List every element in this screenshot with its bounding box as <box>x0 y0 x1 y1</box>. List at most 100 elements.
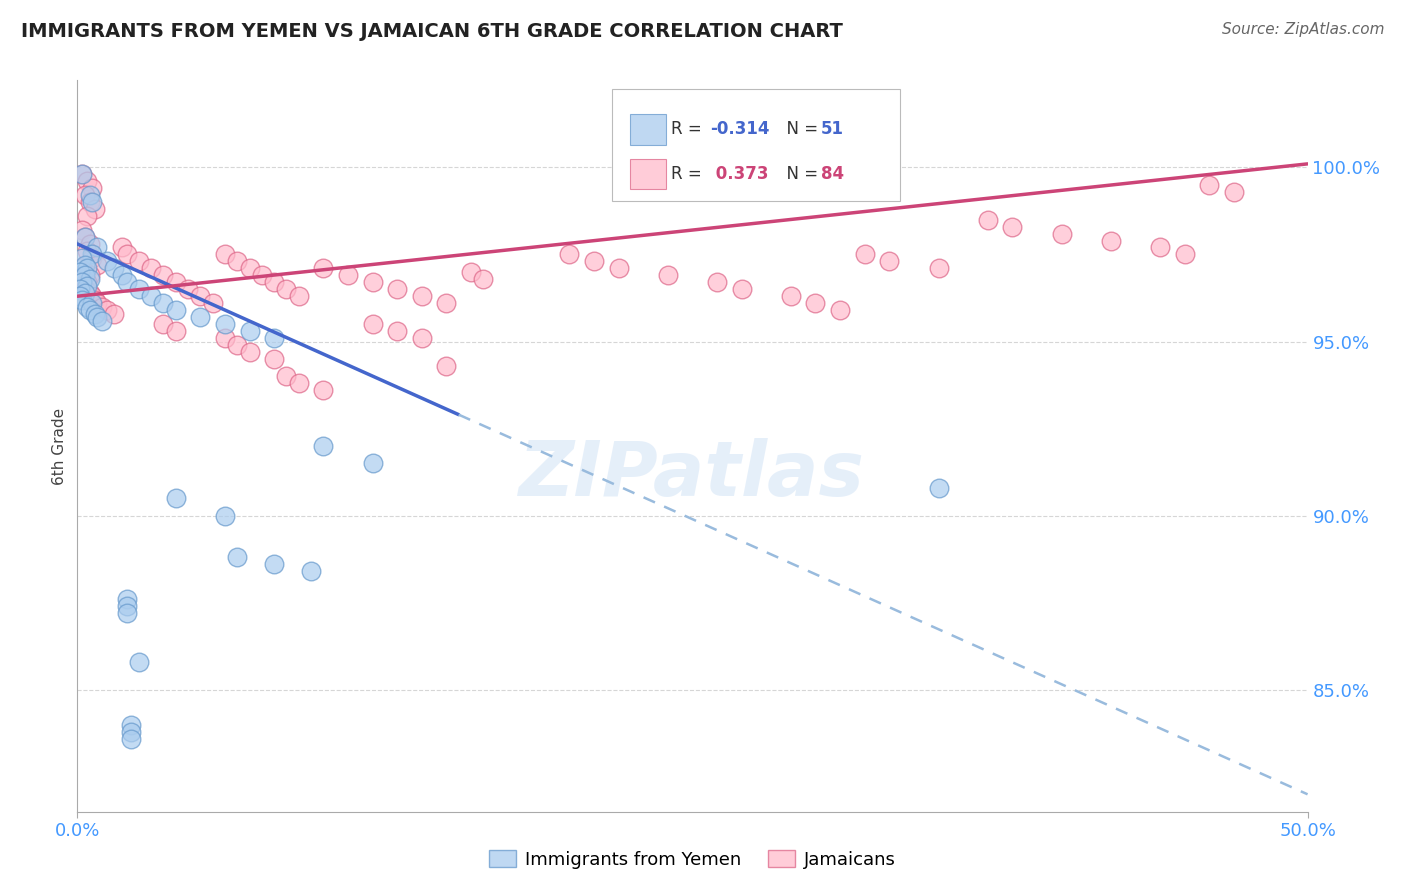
Point <box>79 188 101 202</box>
Point <box>73 258 96 272</box>
Point <box>1050 227 1073 241</box>
Point <box>76 278 98 293</box>
Text: N =: N = <box>776 165 824 183</box>
Point <box>361 457 384 471</box>
Point <box>128 254 150 268</box>
Point <box>70 275 93 289</box>
Point <box>165 491 187 506</box>
Point <box>177 282 200 296</box>
Point <box>706 275 728 289</box>
Point <box>83 293 105 307</box>
Point <box>76 174 98 188</box>
Point <box>79 237 101 252</box>
Point <box>312 439 335 453</box>
Point <box>115 592 138 607</box>
Point <box>96 254 118 268</box>
Point <box>263 558 285 572</box>
Point <box>460 265 482 279</box>
Point <box>928 261 950 276</box>
Point <box>1198 178 1220 192</box>
Point <box>128 282 150 296</box>
Point <box>607 261 630 276</box>
Point <box>82 296 104 310</box>
Point <box>558 247 581 261</box>
Point <box>103 307 125 321</box>
Point <box>69 261 91 276</box>
Point <box>86 296 108 310</box>
Point <box>165 303 187 318</box>
Point <box>226 550 249 565</box>
Point <box>121 724 143 739</box>
Point <box>657 268 679 283</box>
Point <box>76 300 98 314</box>
Point <box>312 261 335 276</box>
Point <box>239 324 262 338</box>
Point <box>239 345 262 359</box>
Point <box>82 289 104 303</box>
Point <box>152 268 174 283</box>
Point <box>115 599 138 614</box>
Point <box>86 240 108 254</box>
Point <box>103 261 125 276</box>
Point <box>73 285 96 300</box>
Point <box>115 247 138 261</box>
Point <box>263 275 285 289</box>
Text: 84: 84 <box>821 165 844 183</box>
Point <box>830 303 852 318</box>
Point <box>73 265 96 279</box>
Point <box>1099 234 1122 248</box>
Point <box>73 268 96 283</box>
Point <box>214 317 236 331</box>
Point <box>128 655 150 669</box>
Point <box>411 289 433 303</box>
Point <box>312 384 335 398</box>
Point <box>1149 240 1171 254</box>
Point <box>337 268 360 283</box>
Point <box>1174 247 1197 261</box>
Point <box>804 296 827 310</box>
Point <box>1223 185 1246 199</box>
Point <box>70 293 93 307</box>
Point <box>73 282 96 296</box>
Point <box>70 251 93 265</box>
Point <box>288 376 311 391</box>
Point <box>361 317 384 331</box>
Point <box>73 188 96 202</box>
Point <box>263 351 285 366</box>
Point <box>152 296 174 310</box>
Text: ZIPatlas: ZIPatlas <box>519 438 866 512</box>
Point <box>69 265 91 279</box>
Point <box>86 310 108 325</box>
Legend: Immigrants from Yemen, Jamaicans: Immigrants from Yemen, Jamaicans <box>481 843 904 876</box>
Point <box>250 268 273 283</box>
Point <box>79 268 101 283</box>
Point <box>263 331 285 345</box>
Point <box>96 303 118 318</box>
Text: N =: N = <box>776 120 824 138</box>
Point <box>86 258 108 272</box>
Point <box>188 310 212 325</box>
Point <box>731 282 754 296</box>
Text: 51: 51 <box>821 120 844 138</box>
Text: Source: ZipAtlas.com: Source: ZipAtlas.com <box>1222 22 1385 37</box>
Point <box>214 508 236 523</box>
Point <box>583 254 606 268</box>
Point <box>76 275 98 289</box>
Point <box>79 285 101 300</box>
Text: -0.314: -0.314 <box>710 120 769 138</box>
Point <box>82 251 104 265</box>
Point <box>69 289 91 303</box>
Point <box>385 324 409 338</box>
Point <box>928 481 950 495</box>
Point <box>214 331 236 345</box>
Point <box>70 167 93 181</box>
Point <box>82 181 104 195</box>
Point <box>83 202 105 216</box>
Point <box>152 317 174 331</box>
Point <box>73 230 96 244</box>
Point <box>165 324 187 338</box>
Point <box>214 247 236 261</box>
Point <box>82 247 104 261</box>
Point <box>239 261 262 276</box>
Point <box>79 272 101 286</box>
